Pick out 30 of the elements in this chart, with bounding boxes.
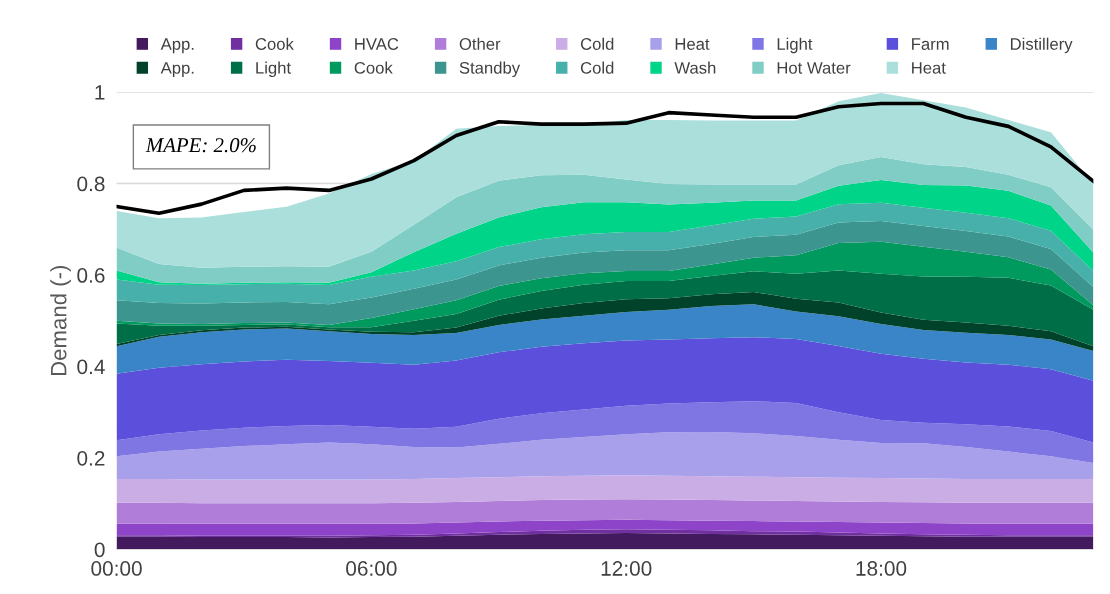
legend-label: Light [256, 61, 291, 78]
y-tick-label: 0 [94, 542, 105, 558]
legend-label: App. [160, 38, 194, 54]
legend-label: Hot Water [777, 62, 851, 74]
legend-label: Cook [255, 37, 294, 50]
y-tick-label: 1 [95, 85, 105, 100]
x-tick-label: 06:00 [346, 561, 397, 576]
y-tick-label: 0.2 [77, 450, 105, 466]
legend-label: Light [777, 37, 813, 54]
legend-label: Distillery [1010, 37, 1073, 54]
legend-label: App. [160, 62, 194, 78]
legend-label: Farm [912, 38, 949, 50]
legend-label: Wash [674, 61, 716, 74]
y-tick-label: 0.8 [77, 176, 105, 192]
y-tick-label: 0.4 [77, 359, 105, 375]
legend-label: Cold [580, 37, 614, 50]
y-tick-label: 0.6 [77, 268, 105, 283]
legend-label: Heat [912, 62, 946, 74]
legend-label: HVAC [355, 38, 399, 50]
x-tick-label: 00:00 [91, 561, 142, 576]
legend-label: Cold [580, 61, 614, 74]
x-tick-label: 18:00 [856, 561, 907, 576]
legend-label: Cook [354, 61, 393, 74]
line-series [116, 101, 1094, 216]
legend-label: Standby [459, 61, 521, 78]
y-axis-title: Demand (-) [50, 265, 71, 376]
legend-label: Other [459, 37, 501, 50]
legend-label: Heat [675, 38, 710, 50]
x-tick-label: 12:00 [601, 561, 652, 576]
annotation: MAPE: 2.0% [145, 138, 256, 153]
